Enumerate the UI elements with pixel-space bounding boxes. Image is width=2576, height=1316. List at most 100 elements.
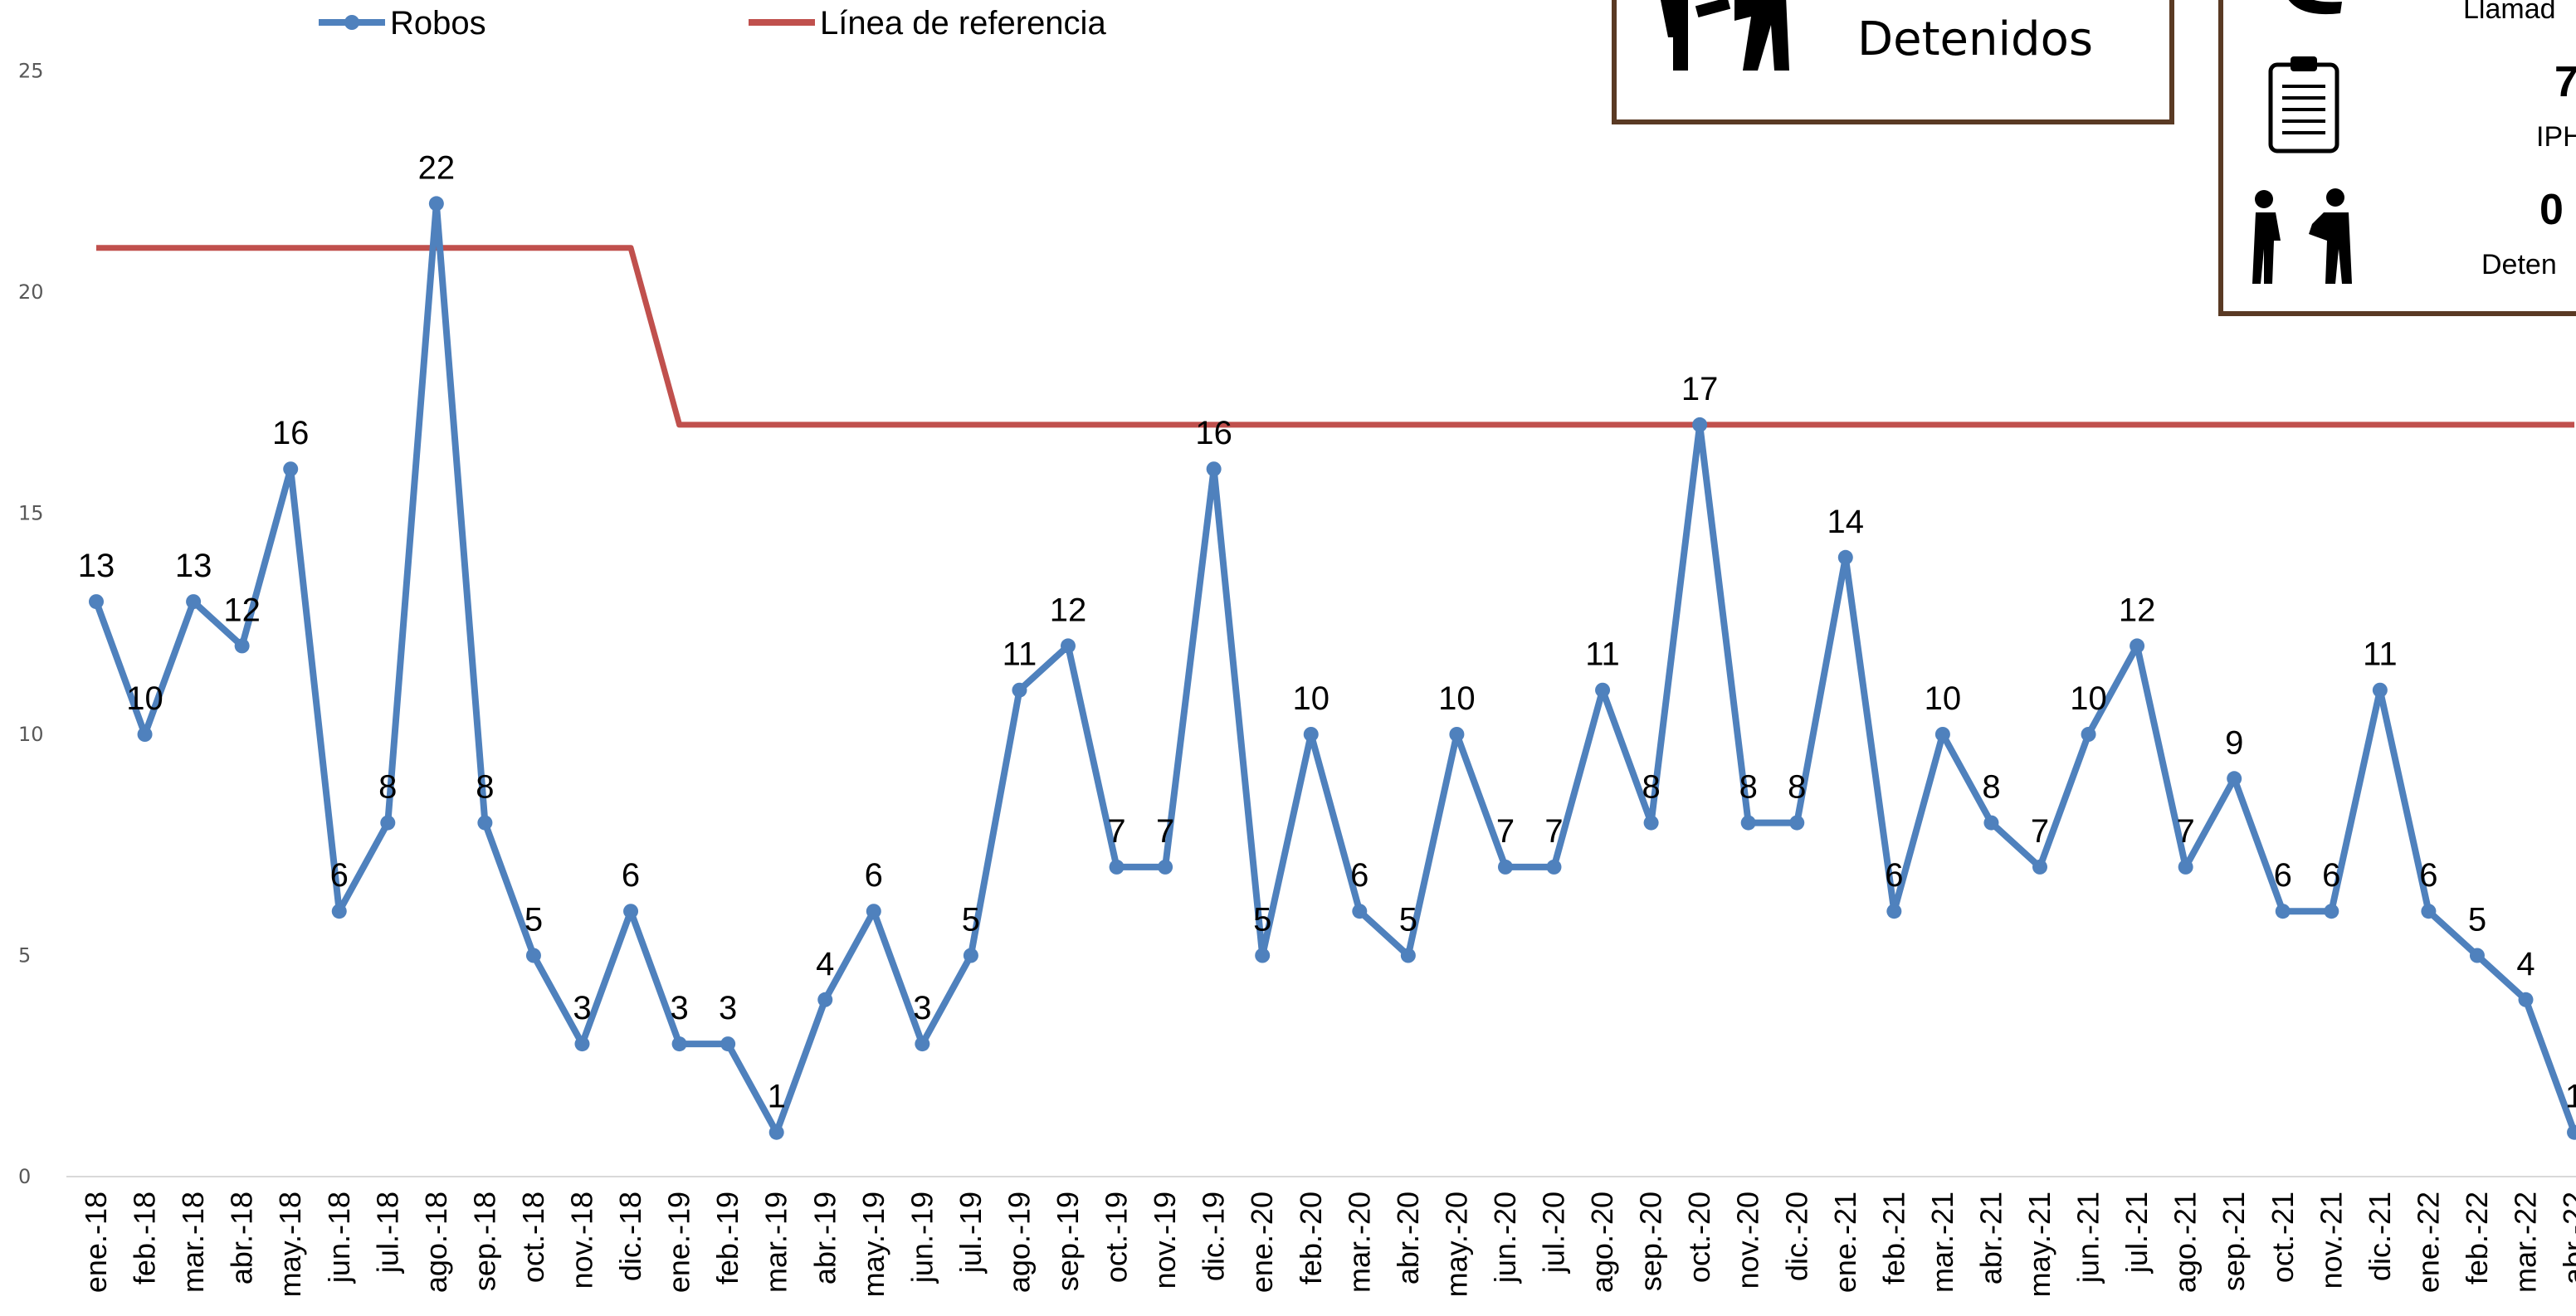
x-tick-label: oct.-20	[1682, 1192, 1716, 1283]
x-axis: ene.-18 feb.-18 mar.-18 abr.-18 may.-18 jun.-…	[79, 1192, 2576, 1297]
x-tick-label: jun.-18	[322, 1192, 356, 1284]
data-point	[1400, 948, 1416, 963]
data-point	[623, 904, 639, 919]
y-tick-label: 15	[18, 502, 44, 525]
arrest-icon	[2252, 188, 2352, 284]
x-tick-label: jul.-19	[954, 1192, 988, 1274]
x-tick-label: feb.-19	[710, 1192, 744, 1284]
x-tick-label: mar.-20	[1342, 1192, 1376, 1293]
summary-box: Llamad 7 IPH 0 Deten	[2218, 0, 2576, 316]
data-label: 6	[1885, 857, 1903, 894]
x-tick-label: ago.-19	[1002, 1192, 1036, 1293]
data-point	[1595, 682, 1611, 698]
x-tick-label: jun.-21	[2071, 1192, 2105, 1284]
data-point	[720, 1036, 736, 1052]
summary-label-llamadas: Llamad	[2463, 0, 2556, 25]
data-point	[2275, 904, 2291, 919]
data-label: 5	[1399, 902, 1417, 938]
data-point	[574, 1036, 590, 1052]
x-tick-label: ago.-21	[2169, 1192, 2203, 1293]
data-label: 12	[2119, 592, 2156, 628]
data-label: 6	[330, 857, 349, 894]
data-label: 6	[2274, 857, 2292, 894]
data-label: 9	[2225, 724, 2243, 761]
data-label: 11	[2363, 636, 2398, 673]
series-layer	[89, 196, 2576, 1140]
data-point	[1740, 815, 1756, 831]
arrest-icon	[1661, 0, 1789, 71]
data-label: 10	[126, 680, 163, 717]
legend: Robos Línea de referencia	[319, 5, 1106, 41]
summary-value-iph: 7	[2554, 58, 2576, 106]
data-point	[428, 196, 444, 212]
x-tick-label: may.-18	[273, 1192, 307, 1297]
x-tick-label: feb.-22	[2460, 1192, 2494, 1284]
data-label: 1	[2565, 1079, 2576, 1115]
data-label: 3	[913, 990, 931, 1026]
x-tick-label: nov.-19	[1148, 1192, 1182, 1289]
x-tick-label: abr.-21	[1973, 1192, 2008, 1284]
data-point	[2032, 859, 2047, 875]
data-point	[1643, 815, 1659, 831]
data-label: 12	[223, 592, 261, 628]
x-tick-label: jun.-19	[905, 1192, 939, 1284]
data-point	[2421, 904, 2437, 919]
data-point	[137, 727, 153, 742]
data-label: 8	[378, 769, 397, 806]
data-label: 7	[2031, 813, 2049, 850]
y-tick-label: 20	[18, 280, 44, 304]
series-line-robos	[93, 200, 2576, 1136]
x-tick-label: ene.-19	[662, 1192, 696, 1293]
x-tick-label: mar.-21	[1925, 1192, 1959, 1293]
data-point	[2227, 771, 2242, 787]
x-tick-label: dic.-20	[1779, 1192, 1813, 1281]
data-label: 16	[272, 415, 310, 451]
x-tick-label: abr.-19	[807, 1192, 842, 1284]
data-point	[1012, 682, 1027, 698]
legend-robos-marker	[344, 15, 359, 30]
data-point	[2324, 904, 2339, 919]
x-tick-label: jul.-18	[370, 1192, 404, 1274]
data-label: 11	[1585, 636, 1620, 673]
data-label: 8	[476, 769, 494, 806]
data-label: 7	[1156, 813, 1174, 850]
data-point	[186, 594, 202, 610]
y-axis: 0 5 10 15 20 25	[18, 60, 44, 1189]
x-tick-label: sep.-21	[2217, 1192, 2251, 1291]
data-point	[2130, 638, 2145, 654]
data-label: 5	[962, 902, 980, 938]
x-tick-label: feb.-21	[1876, 1192, 1910, 1284]
x-tick-label: dic.-21	[2363, 1192, 2397, 1281]
data-point	[283, 461, 299, 477]
x-tick-label: feb.-20	[1294, 1192, 1328, 1284]
y-tick-label: 25	[18, 60, 44, 83]
data-label: 6	[1350, 857, 1368, 894]
data-label: 13	[175, 548, 212, 584]
y-tick-label: 5	[18, 944, 31, 968]
x-tick-label: oct.-19	[1100, 1192, 1134, 1283]
data-label: 10	[2070, 680, 2107, 717]
x-tick-label: oct.-21	[2266, 1192, 2300, 1283]
data-point	[1061, 638, 1076, 654]
x-tick-label: dic.-18	[613, 1192, 647, 1281]
data-point	[915, 1036, 930, 1052]
x-tick-label: ago.-18	[419, 1192, 453, 1293]
data-point	[1206, 461, 1222, 477]
data-label: 6	[2322, 857, 2340, 894]
data-point	[1789, 815, 1805, 831]
data-label: 8	[1982, 769, 2000, 806]
x-tick-label: jul.-20	[1537, 1192, 1571, 1274]
data-point	[1158, 859, 1173, 875]
data-label: 11	[1003, 636, 1037, 673]
data-point	[1837, 549, 1853, 565]
data-label: 16	[1195, 415, 1232, 451]
data-label: 14	[1827, 504, 1865, 540]
x-tick-label: sep.-18	[467, 1192, 501, 1291]
summary-label-detenidos: Deten	[2481, 249, 2557, 280]
data-label: 10	[1293, 680, 1330, 717]
data-point	[380, 815, 396, 831]
data-label: 7	[2177, 813, 2195, 850]
data-label: 6	[2419, 857, 2437, 894]
